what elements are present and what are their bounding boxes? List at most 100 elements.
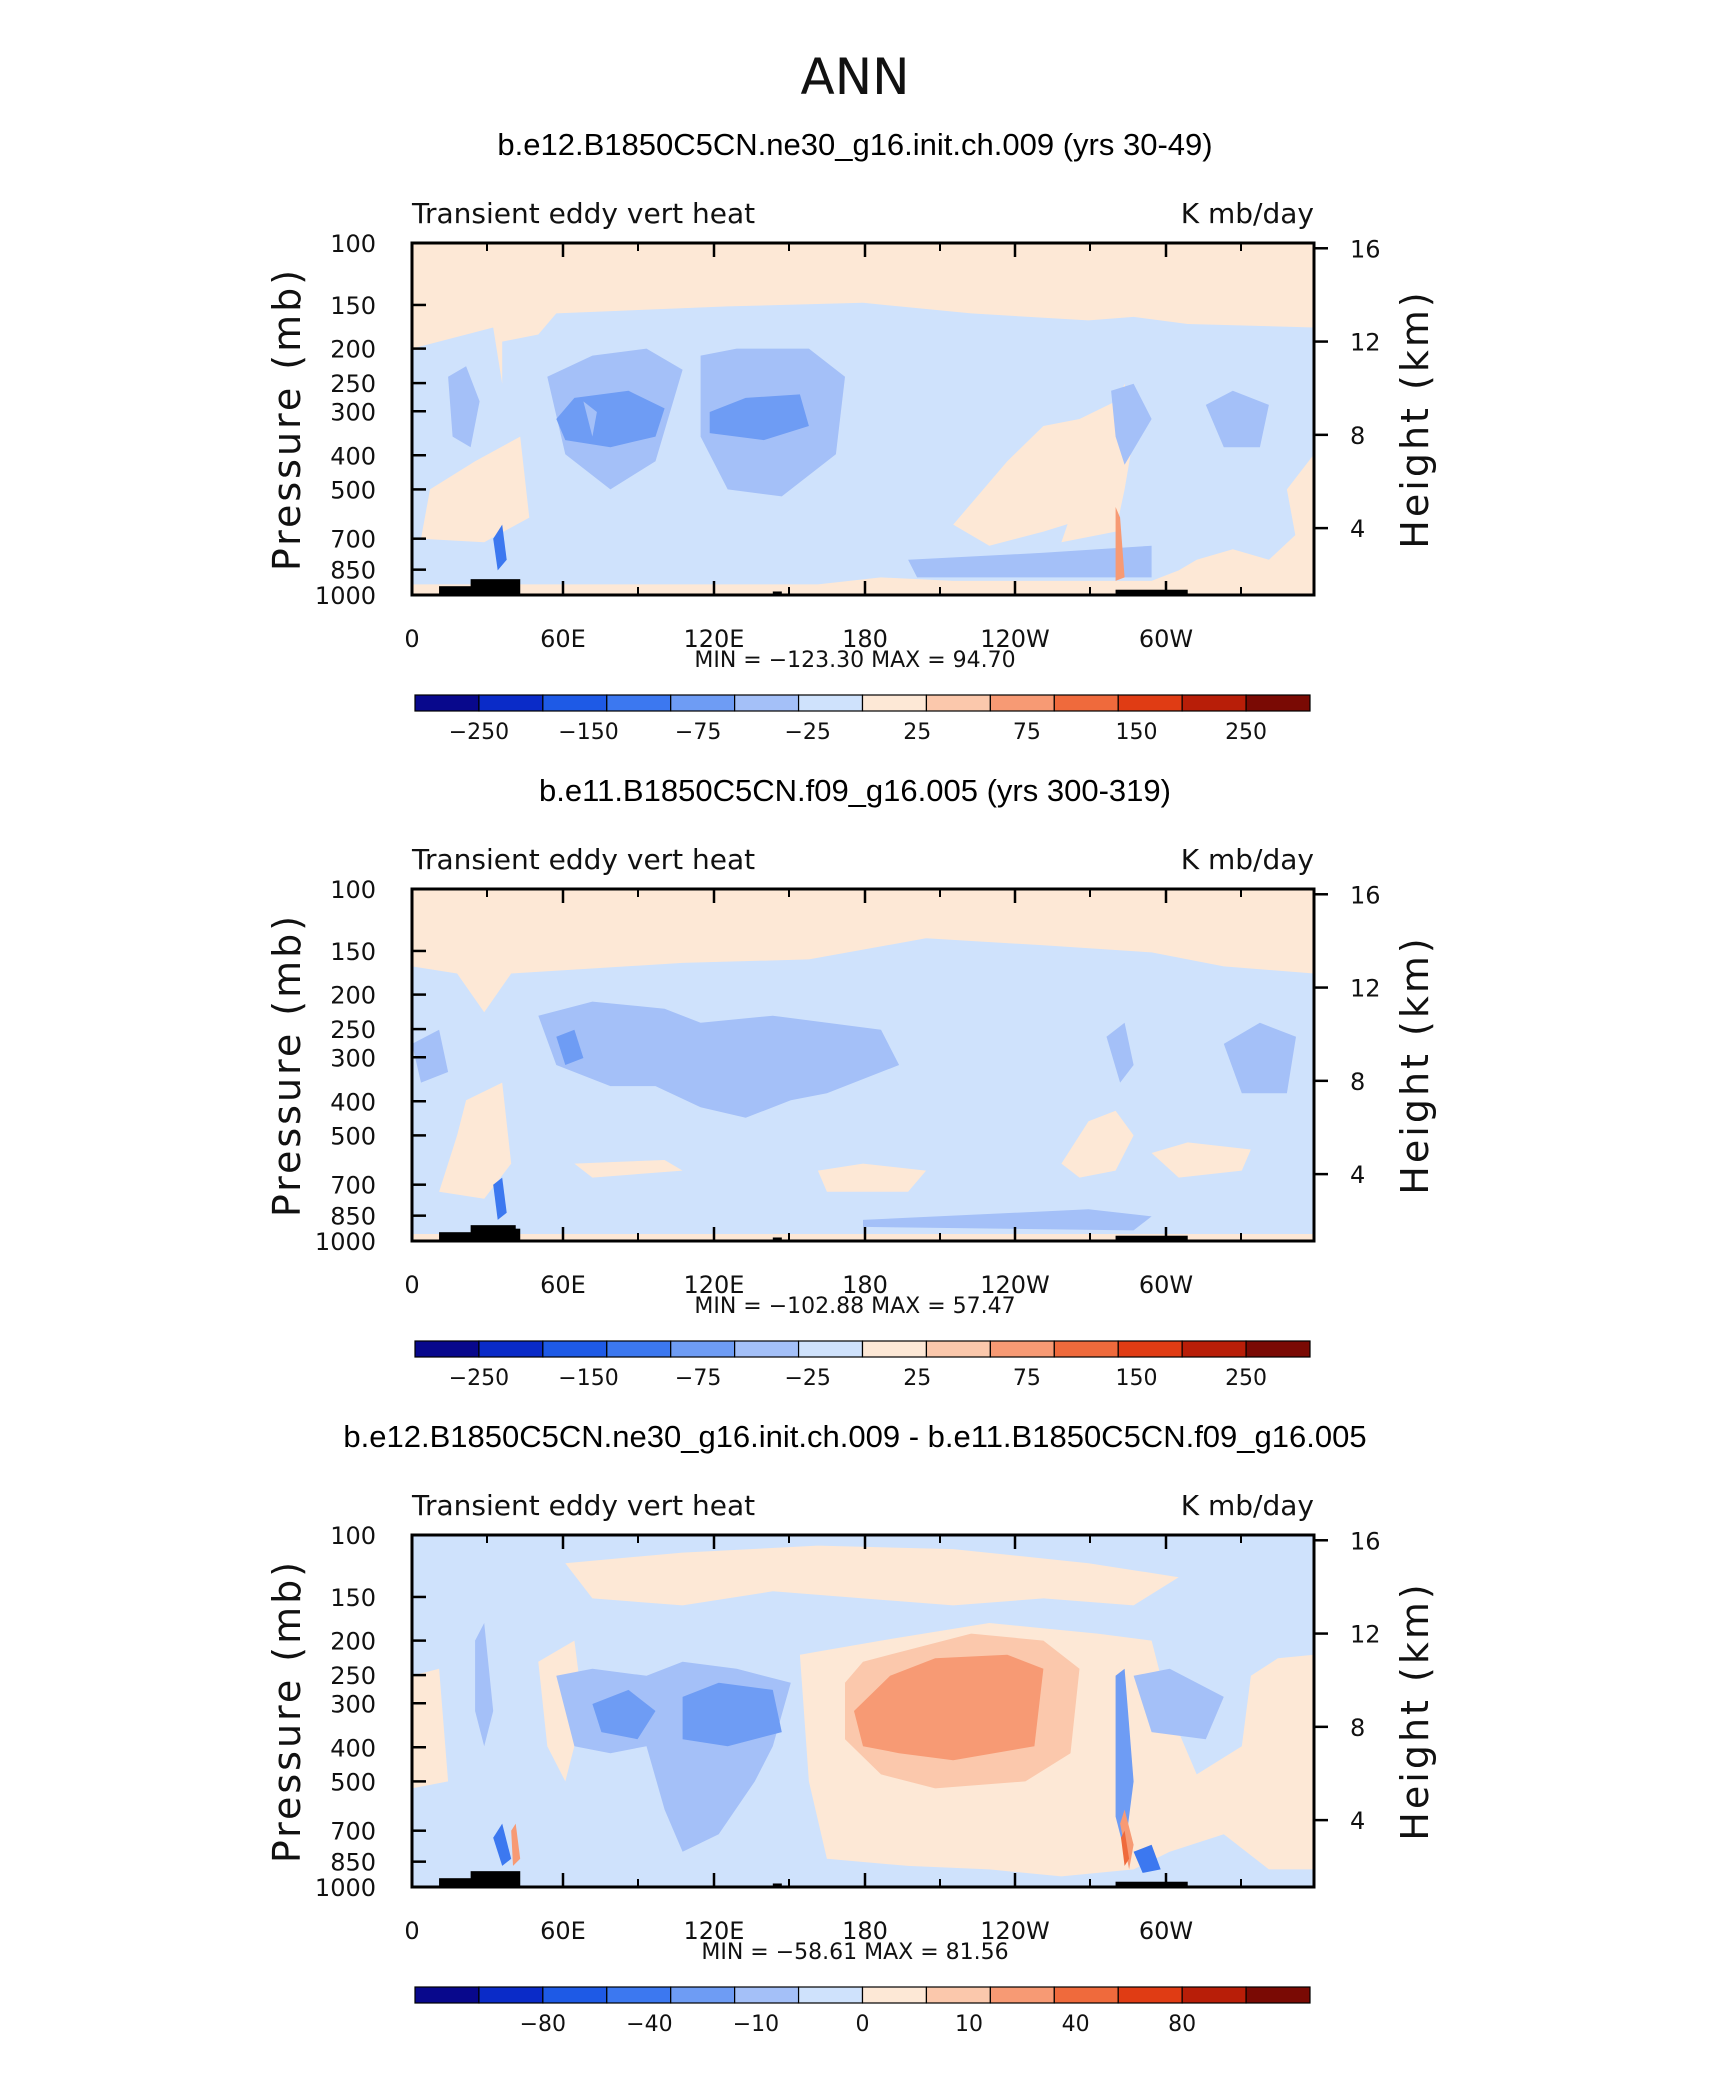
contour-field [412,243,1314,595]
y-axis-title-right: Height (km) [1393,289,1437,548]
contour-field [412,889,1314,1241]
contour-region [412,302,1314,585]
x-tick-label: 0 [404,625,419,653]
colorbar-label: −150 [558,720,618,745]
colorbar-label: 250 [1225,1366,1267,1391]
x-tick-label: 180 [842,1271,888,1299]
contour-region [448,366,480,448]
colorbar-swatch [1053,1340,1119,1358]
colorbar-swatch [797,1340,864,1358]
colorbar-label: 75 [1013,720,1041,745]
y-tick-label: 700 [330,1818,376,1846]
y-tick-label: 1000 [315,1228,376,1256]
y-tick-label: 200 [330,1628,376,1656]
panel-title: b.e12.B1850C5CN.ne30_g16.init.ch.009 (yr… [497,127,1212,162]
contour-region [439,1082,512,1199]
variable-label: Transient eddy vert heat [411,843,755,876]
colorbar-swatch [989,1340,1055,1358]
colorbar-swatch [606,694,672,712]
y-tick-label: 200 [330,336,376,364]
y-axis-title-right: Height (km) [1393,1581,1437,1840]
min-max-stats: MIN = −102.88 MAX = 57.47 [694,1294,1015,1319]
colorbar-swatch [670,1340,736,1358]
colorbar-swatch [542,1340,608,1358]
colorbar-swatch [478,1986,544,2004]
colorbar-swatch [478,1340,544,1358]
y-tick-label: 100 [330,230,376,258]
contour-region [493,1823,512,1866]
contour-region [1120,1809,1134,1870]
colorbar-swatch [1117,694,1183,712]
terrain [493,582,512,595]
colorbar-label: 150 [1115,720,1157,745]
colorbar-swatch [670,694,736,712]
right-tick-label: 4 [1350,1807,1365,1835]
x-tick-label: 120W [980,1917,1050,1945]
x-tick-label: 60E [540,1271,586,1299]
y-tick-label: 1000 [315,1874,376,1902]
colorbar-swatch [1117,1340,1183,1358]
colorbar-label: 75 [1013,1366,1041,1391]
colorbar-swatch [1245,1340,1311,1358]
colorbar-swatch [925,1340,991,1358]
y-tick-label: 100 [330,876,376,904]
chart-panel: b.e12.B1850C5CN.ne30_g16.init.ch.009 (yr… [265,127,1437,745]
contour-region [908,545,1152,578]
right-tick-label: 12 [1350,975,1381,1003]
y-tick-label: 500 [330,1768,376,1796]
y-tick-label: 850 [330,1849,376,1877]
y-axis-title: Pressure (mb) [265,913,309,1217]
y-tick-label: 300 [330,398,376,426]
plot-frame [410,1533,1316,1889]
colorbar-swatch [989,1986,1055,2004]
x-tick-label: 120E [684,1917,745,1945]
contour-region [682,1682,782,1747]
y-tick-label: 700 [330,1172,376,1200]
x-tick-label: 120E [684,625,745,653]
contour-field [412,1535,1314,1887]
y-tick-label: 850 [330,1203,376,1231]
right-tick-label: 12 [1350,329,1381,357]
right-tick-label: 8 [1350,1714,1365,1742]
terrain [772,1237,782,1241]
y-tick-label: 500 [330,1122,376,1150]
colorbar-label: −25 [784,720,830,745]
panel-title: b.e12.B1850C5CN.ne30_g16.init.ch.009 - b… [343,1419,1366,1454]
page-title: ANN [800,48,909,106]
units-label: K mb/day [1181,197,1314,230]
colorbar-label: −250 [449,720,509,745]
colorbar-label: 25 [903,720,931,745]
y-tick-label: 1000 [315,582,376,610]
colorbar-swatch [1245,694,1311,712]
contour-region [583,401,597,437]
colorbar-swatch [414,1986,480,2004]
colorbar-swatch [861,1986,928,2004]
y-axis-title: Pressure (mb) [265,1559,309,1863]
contour-region [574,1160,683,1178]
x-tick-label: 60W [1139,1917,1193,1945]
y-tick-label: 500 [330,476,376,504]
colorbar-swatch [1181,1340,1247,1358]
y-tick-label: 200 [330,982,376,1010]
x-tick-label: 60W [1139,1271,1193,1299]
colorbar-label: −150 [558,1366,618,1391]
colorbar-swatch [414,694,480,712]
colorbar-swatch [670,1986,736,2004]
colorbar-swatch [734,1340,800,1358]
y-tick-label: 850 [330,557,376,585]
contour-region [1133,1668,1224,1740]
contour-region [592,1689,656,1740]
plot-frame [410,887,1316,1243]
colorbar-swatch [734,694,800,712]
y-tick-label: 300 [330,1044,376,1072]
x-tick-label: 180 [842,1917,888,1945]
x-tick-label: 120E [684,1271,745,1299]
colorbar-label: −75 [675,1366,721,1391]
y-tick-label: 150 [330,292,376,320]
right-tick-label: 12 [1350,1621,1381,1649]
colorbar-label: −80 [520,2012,566,2037]
x-tick-label: 120W [980,625,1050,653]
y-tick-label: 150 [330,938,376,966]
x-tick-label: 60W [1139,625,1193,653]
